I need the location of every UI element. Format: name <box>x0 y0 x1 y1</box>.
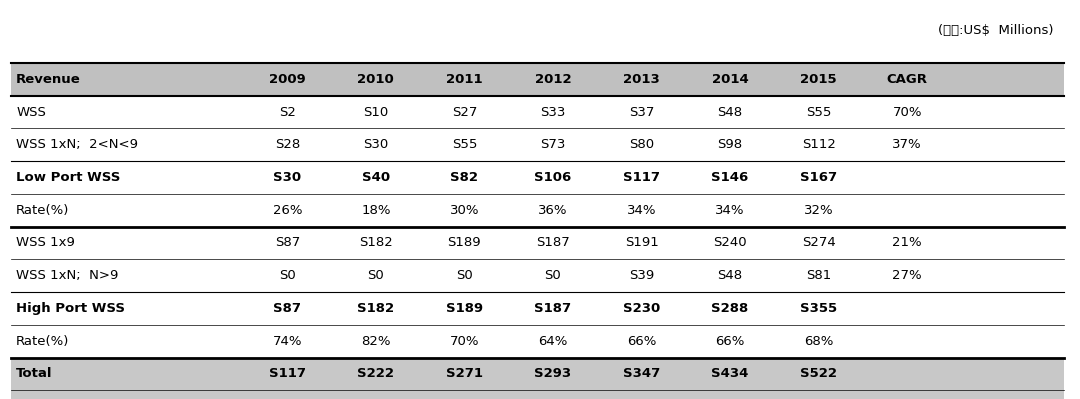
Text: WSS: WSS <box>16 106 46 119</box>
Text: 2011: 2011 <box>446 73 483 86</box>
Text: S55: S55 <box>451 138 477 151</box>
Text: 70%: 70% <box>892 106 922 119</box>
Text: 74%: 74% <box>272 335 302 348</box>
Text: Rate(%): Rate(%) <box>16 335 69 348</box>
Text: S40: S40 <box>362 171 390 184</box>
Text: S0: S0 <box>367 269 384 282</box>
Text: Revenue: Revenue <box>16 73 81 86</box>
Text: WSS 1xN;  N>9: WSS 1xN; N>9 <box>16 269 119 282</box>
Text: S187: S187 <box>536 237 570 249</box>
Text: 82%: 82% <box>361 335 391 348</box>
Text: S355: S355 <box>800 302 837 315</box>
Text: S522: S522 <box>800 367 837 380</box>
Text: 26%: 26% <box>272 204 302 217</box>
Text: S189: S189 <box>447 237 482 249</box>
Text: S82: S82 <box>450 171 478 184</box>
Text: S48: S48 <box>717 106 743 119</box>
Text: Low Port WSS: Low Port WSS <box>16 171 121 184</box>
Text: 2012: 2012 <box>535 73 571 86</box>
Text: 27%: 27% <box>892 269 922 282</box>
Text: S98: S98 <box>717 138 743 151</box>
Text: S182: S182 <box>359 237 393 249</box>
Text: (단위:US$  Millions): (단위:US$ Millions) <box>937 24 1053 37</box>
Text: S87: S87 <box>274 237 300 249</box>
Text: 36%: 36% <box>538 204 568 217</box>
Text: S434: S434 <box>712 367 748 380</box>
Text: S0: S0 <box>279 269 296 282</box>
Text: Rate(%): Rate(%) <box>16 204 69 217</box>
Text: 18%: 18% <box>361 204 391 217</box>
Text: S117: S117 <box>269 367 306 380</box>
Text: S117: S117 <box>623 171 660 184</box>
Text: S274: S274 <box>801 237 836 249</box>
Text: 2009: 2009 <box>269 73 306 86</box>
Text: WSS 1x9: WSS 1x9 <box>16 237 76 249</box>
Text: S222: S222 <box>357 367 394 380</box>
Text: S30: S30 <box>273 171 301 184</box>
Text: S27: S27 <box>451 106 477 119</box>
Text: S73: S73 <box>540 138 566 151</box>
Text: S106: S106 <box>535 171 571 184</box>
Text: S81: S81 <box>806 269 832 282</box>
Text: S240: S240 <box>713 237 747 249</box>
Text: 34%: 34% <box>626 204 657 217</box>
Text: S30: S30 <box>363 138 389 151</box>
Text: S271: S271 <box>446 367 483 380</box>
Text: S39: S39 <box>629 269 654 282</box>
Text: S28: S28 <box>274 138 300 151</box>
Text: 66%: 66% <box>715 335 745 348</box>
Text: 2014: 2014 <box>712 73 748 86</box>
Text: S2: S2 <box>279 106 296 119</box>
Text: Total: Total <box>16 367 53 380</box>
Text: 2010: 2010 <box>357 73 394 86</box>
Text: High Port WSS: High Port WSS <box>16 302 125 315</box>
Text: S48: S48 <box>717 269 743 282</box>
Text: S187: S187 <box>535 302 571 315</box>
Text: S182: S182 <box>357 302 394 315</box>
Text: 21%: 21% <box>892 237 922 249</box>
Text: 30%: 30% <box>449 204 480 217</box>
Text: WSS 1xN;  2<N<9: WSS 1xN; 2<N<9 <box>16 138 138 151</box>
Text: S55: S55 <box>806 106 832 119</box>
Text: S37: S37 <box>629 106 654 119</box>
Text: S230: S230 <box>623 302 660 315</box>
Text: 34%: 34% <box>715 204 745 217</box>
Text: CAGR: CAGR <box>887 73 928 86</box>
Text: S191: S191 <box>624 237 659 249</box>
Text: S293: S293 <box>535 367 571 380</box>
Text: 32%: 32% <box>804 204 834 217</box>
Text: S10: S10 <box>363 106 389 119</box>
Text: S189: S189 <box>446 302 483 315</box>
Text: S146: S146 <box>712 171 748 184</box>
Bar <box>11 390 1064 399</box>
Text: S0: S0 <box>456 269 473 282</box>
Text: S288: S288 <box>712 302 748 315</box>
Bar <box>11 63 1064 96</box>
Text: S167: S167 <box>800 171 837 184</box>
Text: S347: S347 <box>623 367 660 380</box>
Text: 66%: 66% <box>626 335 657 348</box>
Text: S0: S0 <box>544 269 562 282</box>
Text: 70%: 70% <box>449 335 480 348</box>
Bar <box>11 358 1064 390</box>
Text: 2013: 2013 <box>623 73 660 86</box>
Text: S80: S80 <box>629 138 654 151</box>
Text: 2015: 2015 <box>800 73 837 86</box>
Text: S112: S112 <box>801 138 836 151</box>
Text: S33: S33 <box>540 106 566 119</box>
Text: S87: S87 <box>273 302 301 315</box>
Text: 37%: 37% <box>892 138 922 151</box>
Text: 68%: 68% <box>804 335 834 348</box>
Text: 64%: 64% <box>538 335 568 348</box>
